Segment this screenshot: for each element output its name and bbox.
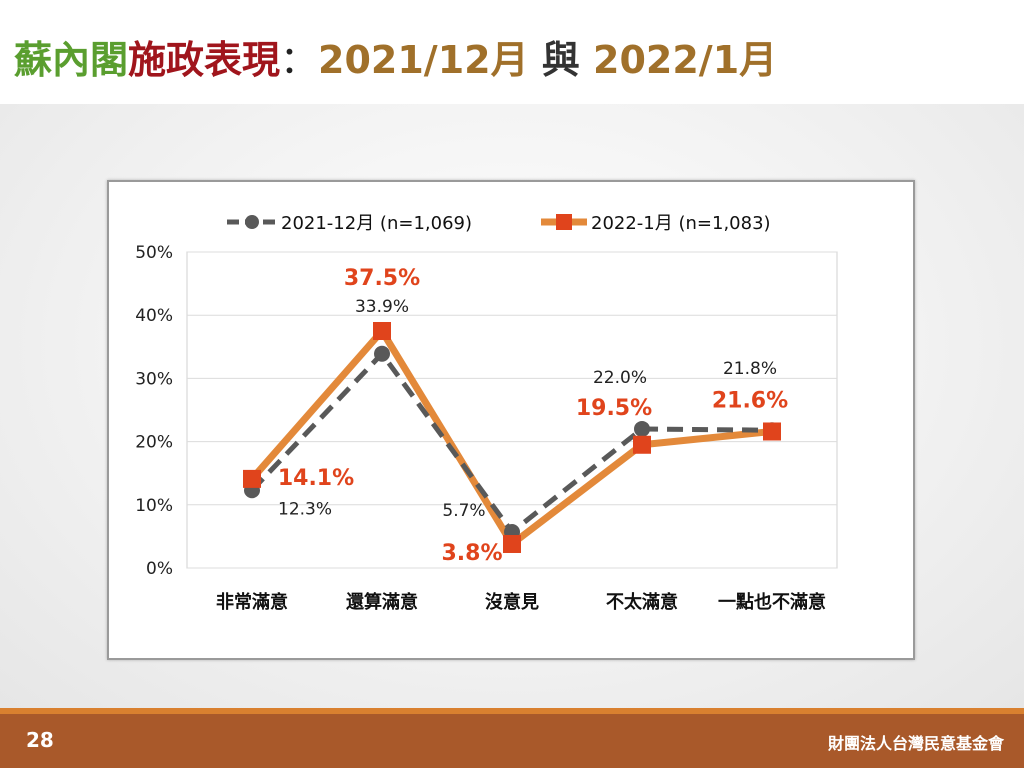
- line-chart: 2021-12月 (n=1,069) 2022-1月 (n=1,083) 0% 10…: [135, 213, 838, 613]
- y-tick-label: 10%: [135, 496, 173, 516]
- title-part-performance: 施政表現: [128, 38, 281, 82]
- title-part-date2: 2022/1月: [593, 38, 778, 82]
- y-tick-label: 30%: [135, 369, 173, 389]
- x-axis: 非常滿意 還算滿意 沒意見 不太滿意 一點也不滿意: [216, 591, 826, 613]
- x-category-label: 還算滿意: [346, 591, 418, 613]
- title-part-cabinet: 蘇內閣: [14, 38, 129, 82]
- marker-2022-1: [503, 534, 521, 553]
- x-category-label: 不太滿意: [606, 591, 678, 613]
- chart-data-labels: 12.3% 33.9% 5.7% 22.0% 21.8% 14.1% 37.5% 3.8% 19…: [278, 266, 788, 566]
- legend-marker-2021-12: [245, 215, 259, 229]
- data-label-2021-12: 5.7%: [442, 501, 485, 521]
- chart-frame: 2021-12月 (n=1,069) 2022-1月 (n=1,083) 0% 10…: [107, 180, 915, 660]
- marker-2021-12: [374, 345, 390, 362]
- y-tick-label: 40%: [135, 306, 173, 326]
- data-label-2021-12: 21.8%: [723, 359, 777, 379]
- data-label-2022-1: 21.6%: [712, 388, 788, 413]
- legend-label-2021-12: 2021-12月 (n=1,069): [281, 213, 472, 234]
- chart-legend: 2021-12月 (n=1,069) 2022-1月 (n=1,083): [227, 213, 771, 234]
- footer-bar: 28 財團法人台灣民意基金會: [0, 714, 1024, 768]
- data-label-2021-12: 12.3%: [278, 499, 332, 519]
- footer-accent-line: [0, 708, 1024, 714]
- title-part-colon: ：: [280, 38, 319, 82]
- title-part-and: 與: [528, 38, 594, 82]
- data-label-2021-12: 33.9%: [355, 297, 409, 317]
- marker-2022-1: [763, 422, 781, 441]
- legend-label-2022-1: 2022-1月 (n=1,083): [591, 213, 771, 234]
- organization-name: 財團法人台灣民意基金會: [827, 734, 1004, 753]
- x-category-label: 一點也不滿意: [718, 591, 826, 613]
- legend-marker-2022-1: [556, 214, 572, 230]
- y-tick-label: 0%: [146, 559, 173, 579]
- chart-markers: [243, 322, 781, 553]
- page-number: 28: [26, 728, 54, 752]
- slide-title: 蘇內閣施政表現：2021/12月 與 2022/1月: [14, 30, 777, 90]
- title-part-date1: 2021/12月: [318, 38, 529, 82]
- data-label-2021-12: 22.0%: [593, 368, 647, 388]
- data-label-2022-1: 3.8%: [441, 541, 502, 566]
- marker-2022-1: [373, 322, 391, 340]
- marker-2022-1: [243, 469, 261, 488]
- x-category-label: 非常滿意: [216, 591, 288, 613]
- y-tick-label: 20%: [135, 433, 173, 453]
- x-category-label: 沒意見: [485, 591, 539, 613]
- title-bar: 蘇內閣施政表現：2021/12月 與 2022/1月: [0, 0, 1024, 104]
- y-axis: 0% 10% 20% 30% 40% 50%: [135, 243, 173, 579]
- marker-2021-12: [634, 420, 650, 437]
- y-tick-label: 50%: [135, 243, 173, 263]
- data-label-2022-1: 37.5%: [344, 266, 420, 291]
- marker-2022-1: [633, 435, 651, 454]
- data-label-2022-1: 19.5%: [576, 396, 652, 421]
- data-label-2022-1: 14.1%: [278, 466, 354, 491]
